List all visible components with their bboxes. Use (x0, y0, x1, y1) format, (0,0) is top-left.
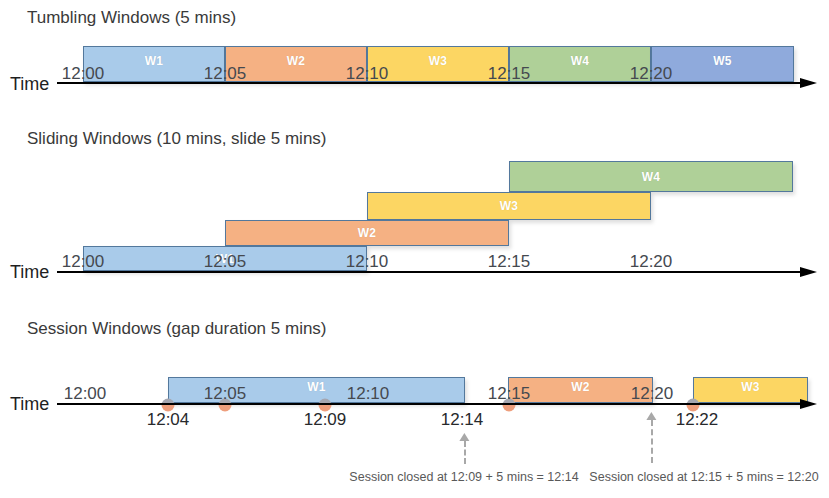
sliding-title: Sliding Windows (10 mins, slide 5 mins) (27, 129, 327, 149)
tumbling-tick-1220: 12:20 (630, 64, 673, 83)
window-label: W3 (429, 55, 448, 67)
tumbling-time-axis-label: Time (10, 74, 49, 95)
sliding-tick-1220: 12:20 (630, 252, 673, 271)
window-label: W3 (741, 381, 760, 393)
sliding-tick-1205: 12:05 (204, 252, 247, 271)
event-label-1214: 12:14 (441, 410, 484, 429)
window-label: W2 (571, 381, 590, 393)
sliding-tick-1210: 12:10 (346, 252, 389, 271)
windowing-diagram: Tumbling Windows (5 mins) Time W1 W2 W3 … (0, 0, 829, 498)
session-window-w3: W3 (693, 377, 808, 403)
window-label: W3 (500, 200, 519, 212)
arrow-right-icon (800, 267, 817, 277)
tumbling-timeline (57, 82, 802, 84)
window-label: W2 (358, 227, 377, 239)
sliding-tick-1200: 12:00 (62, 252, 105, 271)
tumbling-tick-1210: 12:10 (346, 64, 389, 83)
event-label-1222: 12:22 (676, 410, 719, 429)
session-close-arrow-2 (651, 420, 653, 463)
sliding-window-w2: W2 (225, 220, 509, 246)
arrow-up-icon (459, 433, 469, 441)
tumbling-tick-1205: 12:05 (204, 64, 247, 83)
session-tick-1215: 12:15 (488, 384, 531, 403)
sliding-window-w3: W3 (367, 192, 651, 220)
tumbling-tick-1200: 12:00 (62, 64, 105, 83)
window-label: W4 (642, 171, 661, 183)
session-tick-1210: 12:10 (347, 384, 390, 403)
tumbling-window-w5: W5 (651, 46, 794, 82)
session-close-arrow-1 (464, 441, 466, 464)
window-label: W2 (287, 55, 306, 67)
sliding-window-w4: W4 (509, 161, 793, 192)
event-label-1204: 12:04 (147, 410, 190, 429)
tumbling-tick-1215: 12:15 (488, 64, 531, 83)
arrow-up-icon (646, 412, 656, 420)
sliding-tick-1215: 12:15 (488, 252, 531, 271)
arrow-right-icon (800, 399, 817, 409)
session-tick-1200: 12:00 (64, 384, 107, 403)
sliding-timeline (57, 271, 802, 273)
arrow-right-icon (800, 78, 817, 88)
tumbling-title: Tumbling Windows (5 mins) (27, 8, 236, 28)
session-tick-1205: 12:05 (204, 384, 247, 403)
window-label: W4 (571, 55, 590, 67)
session-tick-1220: 12:20 (631, 384, 674, 403)
session-close-annotation-1: Session closed at 12:09 + 5 mins = 12:14 (349, 470, 578, 484)
event-label-1209: 12:09 (304, 410, 347, 429)
session-time-axis-label: Time (10, 394, 49, 415)
session-title: Session Windows (gap duration 5 mins) (27, 319, 327, 339)
session-close-annotation-2: Session closed at 12:15 + 5 mins = 12:20 (589, 470, 818, 484)
sliding-time-axis-label: Time (10, 262, 49, 283)
window-label: W5 (713, 55, 732, 67)
session-timeline (57, 403, 802, 405)
window-label: W1 (307, 381, 326, 393)
window-label: W1 (145, 55, 164, 67)
